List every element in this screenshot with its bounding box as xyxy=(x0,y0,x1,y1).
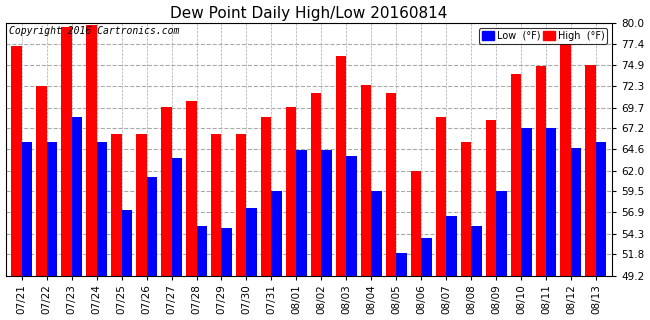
Bar xyxy=(86,25,97,276)
Bar xyxy=(510,74,521,276)
Bar xyxy=(222,228,232,276)
Bar xyxy=(336,56,346,276)
Bar xyxy=(321,150,332,276)
Bar xyxy=(371,191,382,276)
Bar xyxy=(186,101,196,276)
Bar xyxy=(272,191,282,276)
Bar xyxy=(111,134,122,276)
Bar xyxy=(246,207,257,276)
Bar xyxy=(236,134,246,276)
Bar xyxy=(486,120,496,276)
Bar xyxy=(436,117,446,276)
Bar xyxy=(97,142,107,276)
Bar xyxy=(361,84,371,276)
Bar xyxy=(421,238,432,276)
Bar xyxy=(446,216,457,276)
Bar xyxy=(61,27,72,276)
Bar xyxy=(211,134,222,276)
Bar xyxy=(136,134,147,276)
Bar xyxy=(261,117,272,276)
Bar xyxy=(11,46,22,276)
Bar xyxy=(296,150,307,276)
Bar xyxy=(471,226,482,276)
Bar xyxy=(571,148,582,276)
Bar xyxy=(521,128,532,276)
Legend: Low  (°F), High  (°F): Low (°F), High (°F) xyxy=(479,28,607,44)
Bar xyxy=(311,93,321,276)
Bar xyxy=(161,107,172,276)
Bar xyxy=(411,171,421,276)
Bar xyxy=(496,191,506,276)
Bar xyxy=(586,65,596,276)
Title: Dew Point Daily High/Low 20160814: Dew Point Daily High/Low 20160814 xyxy=(170,5,448,20)
Bar xyxy=(396,252,407,276)
Bar xyxy=(546,128,556,276)
Bar xyxy=(596,142,606,276)
Bar xyxy=(172,158,182,276)
Text: Copyright 2016 Cartronics.com: Copyright 2016 Cartronics.com xyxy=(8,26,179,36)
Bar xyxy=(560,44,571,276)
Bar xyxy=(286,107,296,276)
Bar xyxy=(346,156,357,276)
Bar xyxy=(36,86,47,276)
Bar xyxy=(47,142,57,276)
Bar xyxy=(147,177,157,276)
Bar xyxy=(122,210,132,276)
Bar xyxy=(196,226,207,276)
Bar xyxy=(72,117,82,276)
Bar xyxy=(385,93,396,276)
Bar xyxy=(536,66,546,276)
Bar xyxy=(461,142,471,276)
Bar xyxy=(22,142,32,276)
